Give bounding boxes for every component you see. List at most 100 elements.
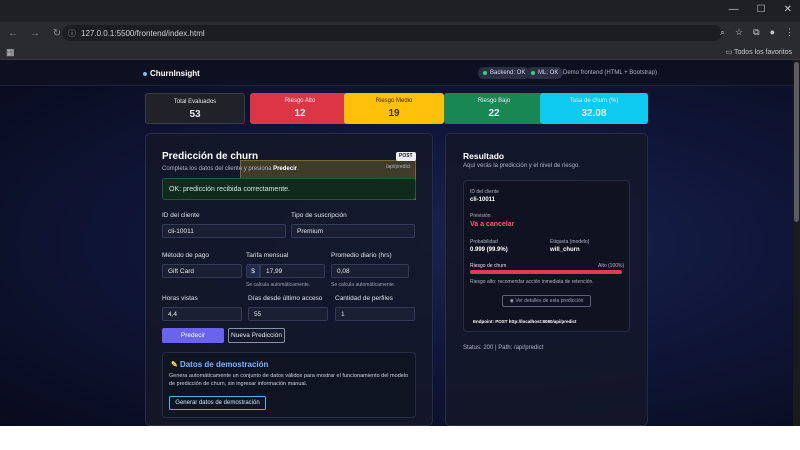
days-since-label: Días desde último acceso (248, 295, 323, 302)
address-bar[interactable]: ⓘ 127.0.0.1:5500/frontend/index.html (62, 25, 722, 41)
monthly-fee-input[interactable]: 17,99 (260, 264, 325, 278)
status-line: Status: 200 | Path: /api/predict (463, 345, 544, 351)
profile-icon[interactable]: ● (769, 27, 775, 37)
details-button-label: Ver detalles de esta predicción (515, 298, 584, 304)
stat-label: Riesgo Medio (375, 98, 413, 104)
status-led-icon (531, 71, 535, 75)
scrollbar-thumb[interactable] (794, 62, 799, 222)
stat-churn-rate: Tasa de churn (%) 32.08 (540, 93, 648, 124)
browser-toolbar: ← → ↻ ⓘ 127.0.0.1:5500/frontend/index.ht… (0, 22, 800, 44)
bookmark-star-icon[interactable]: ☆ (735, 27, 744, 37)
folder-icon: ▭ (725, 49, 733, 56)
page-scrollbar[interactable] (793, 60, 800, 426)
stat-value: 19 (388, 108, 400, 119)
hours-watched-input[interactable]: 4,4 (162, 307, 242, 321)
status-led-icon (483, 71, 487, 75)
daily-avg-label: Promedio diario (hrs) (331, 252, 392, 259)
bookmarks-bar: ▦ ▭ Todos los favoritos (0, 44, 800, 60)
endpoint-line: Endpoint: POST http://localhost:8080/api… (473, 319, 577, 324)
daily-avg-input[interactable]: 0,08 (331, 264, 409, 278)
subtitle-text: Completa los datos del cliente y presion… (162, 166, 274, 172)
new-prediction-button[interactable]: Nueva Predicción (228, 328, 285, 343)
extensions-icon[interactable]: ⧉ (753, 27, 760, 37)
stat-value: 32.08 (581, 108, 607, 119)
zoom-icon[interactable]: ⌕ (720, 27, 726, 37)
daily-avg-help: Se calcula automáticamente. (331, 282, 396, 288)
brand[interactable]: ChurnInsight (143, 69, 200, 78)
ml-status-label: ML: OK (538, 70, 559, 76)
result-client-id: cli-10011 (470, 197, 496, 203)
risk-label: Riesgo de churn (470, 263, 507, 269)
bookmarks-folder[interactable]: ▭ Todos los favoritos (726, 48, 792, 56)
forward-icon[interactable]: → (30, 27, 40, 39)
result-subtitle: Aquí verás la predicción y el nivel de r… (463, 163, 581, 169)
backend-status-label: Backend: OK (490, 70, 526, 76)
magic-wand-icon: ✎ (171, 360, 178, 369)
demo-description: Genera automáticamente un conjunto de da… (169, 373, 409, 387)
hours-watched-label: Horas vistas (162, 295, 198, 302)
endpoint-tag: /api/predict (386, 164, 411, 170)
forecast-value: Va a cancelar (470, 221, 515, 228)
profiles-input[interactable]: 1 (335, 307, 415, 321)
payment-method-label: Método de pago (162, 252, 209, 259)
maximize-icon[interactable]: ☐ (756, 4, 766, 15)
predict-button[interactable]: Predecir (162, 328, 224, 343)
brand-label: ChurnInsight (150, 69, 200, 78)
risk-level: Alto (100%) (598, 263, 625, 269)
address-bar-url: 127.0.0.1:5500/frontend/index.html (81, 28, 205, 38)
client-id-input[interactable]: cli-10011 (162, 224, 286, 238)
stat-value: 22 (488, 108, 500, 119)
prediction-title: Predicción de churn (162, 151, 259, 162)
demo-title: ✎ Datos de demostración (171, 360, 268, 369)
eye-icon: ◉ (509, 298, 514, 304)
subscription-select[interactable]: Premium (291, 224, 415, 238)
profiles-label: Cantidad de perfiles (335, 295, 393, 302)
stat-label: Riesgo Alto (284, 98, 316, 104)
bookmarks-folder-label: Todos los favoritos (734, 49, 792, 56)
stat-total-evaluated: Total Evaluados 53 (145, 93, 245, 124)
bottom-bar (0, 426, 800, 450)
result-client-id-label: ID del cliente (470, 189, 499, 195)
browser-tab-strip: — ☐ ✕ (0, 0, 800, 22)
probability-value: 0.999 (99.9%) (470, 247, 508, 253)
stat-label: Tasa de churn (%) (569, 98, 619, 104)
prediction-subtitle: Completa los datos del cliente y presion… (162, 166, 299, 172)
subtitle-end: . (297, 166, 299, 172)
stat-high-risk: Riesgo Alto 12 (250, 93, 350, 124)
stat-label: Total Evaluados (173, 99, 217, 105)
demo-card (162, 352, 416, 418)
reload-icon[interactable]: ↻ (52, 27, 62, 39)
stat-medium-risk: Riesgo Medio 19 (344, 93, 444, 124)
forecast-label: Previsión (470, 213, 491, 219)
client-id-label: ID del cliente (162, 212, 200, 219)
method-badge: POST (396, 152, 416, 161)
stat-value: 12 (294, 108, 306, 119)
days-since-input[interactable]: 55 (248, 307, 328, 321)
site-info-icon[interactable]: ⓘ (68, 28, 76, 38)
apps-grid-icon[interactable]: ▦ (6, 47, 15, 57)
app-navbar: ChurnInsight Backend: OK ML: OK Demo fro… (0, 60, 793, 86)
risk-progress-bar (470, 270, 622, 274)
window-controls: — ☐ ✕ (729, 4, 792, 15)
ml-status-badge: ML: OK (526, 67, 564, 79)
menu-icon[interactable]: ⋮ (785, 27, 794, 37)
model-tag-value: will_churn (550, 247, 580, 253)
payment-method-select[interactable]: Gift Card (162, 264, 242, 278)
subtitle-bold: Predecir (273, 166, 298, 172)
navbar-note: Demo frontend (HTML + Bootstrap) (563, 70, 657, 76)
stat-value: 53 (189, 109, 201, 120)
currency-prefix: $ (246, 264, 260, 278)
minimize-icon[interactable]: — (728, 4, 739, 15)
close-icon[interactable]: ✕ (783, 4, 792, 15)
toolbar-actions: ⌕ ☆ ⧉ ● ⋮ (720, 27, 794, 38)
monthly-fee-label: Tarifa mensual (246, 252, 289, 259)
probability-label: Probabilidad (470, 239, 498, 245)
generate-demo-button[interactable]: Generar datos de demostración (169, 396, 266, 410)
result-title: Resultado (463, 151, 505, 161)
back-icon[interactable]: ← (8, 27, 18, 39)
demo-title-label: Datos de demostración (179, 360, 269, 369)
brand-dot-icon (143, 71, 147, 76)
details-button[interactable]: ◉ Ver detalles de esta predicción (502, 295, 591, 307)
backend-status-badge: Backend: OK (478, 67, 531, 79)
monthly-fee-help: Se calcula automáticamente. (246, 282, 311, 288)
